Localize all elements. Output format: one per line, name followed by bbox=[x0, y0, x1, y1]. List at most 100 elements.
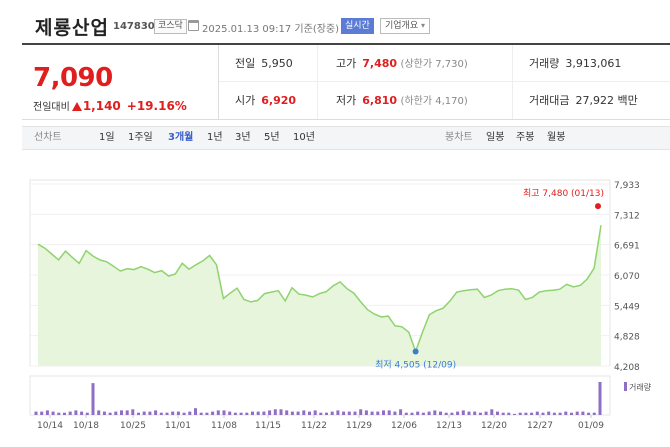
stat-value: 7,480 bbox=[362, 57, 398, 70]
lower-limit: (하한가 4,170) bbox=[400, 96, 468, 107]
stats-table: 전일 5,950 고가 7,480 (상한가 7,730) 거래량 3,913,061… bbox=[219, 45, 670, 120]
header: 제룡산업 147830 코스닥 2025.01.13 09:17 기준(장중) … bbox=[0, 0, 670, 40]
x-tick-label: 12/06 bbox=[391, 421, 417, 431]
volume-bar bbox=[296, 411, 300, 415]
volume-legend-label: 거래량 bbox=[629, 382, 652, 392]
market-badge: 코스닥 bbox=[154, 19, 187, 34]
volume-bar bbox=[541, 412, 545, 415]
price-chart: 7,933 7,312 6,691 6,070 5,449 4,828 4,208 10/14… bbox=[29, 179, 652, 431]
volume-bar bbox=[245, 412, 249, 415]
volume-bar bbox=[102, 411, 106, 415]
volume-bar bbox=[233, 412, 237, 415]
volume-bar bbox=[410, 412, 414, 415]
tab-3y[interactable]: 3년 bbox=[235, 132, 251, 143]
volume-bar bbox=[359, 409, 363, 415]
price-change: 전일대비 1,140 +19.16% bbox=[33, 98, 187, 113]
stat-high: 고가 7,480 (상한가 7,730) bbox=[317, 45, 512, 82]
volume-bar bbox=[199, 412, 203, 415]
volume-bar bbox=[513, 413, 516, 415]
volume-bar bbox=[325, 412, 328, 415]
volume-bar bbox=[353, 411, 357, 415]
volume-bar bbox=[188, 411, 192, 415]
chart-area: 7,933 7,312 6,691 6,070 5,449 4,828 4,208 10/14… bbox=[0, 150, 670, 447]
tab-3m[interactable]: 3개월 bbox=[168, 132, 194, 143]
volume-bar bbox=[370, 411, 374, 415]
tab-1y[interactable]: 1년 bbox=[207, 132, 223, 143]
volume-bar bbox=[598, 382, 602, 415]
volume-bar bbox=[51, 411, 55, 415]
volume-bar bbox=[273, 409, 277, 415]
x-tick-label: 10/14 bbox=[37, 421, 63, 431]
change-label: 전일대비 bbox=[33, 102, 70, 113]
volume-bar bbox=[461, 410, 465, 415]
low-marker bbox=[412, 348, 419, 355]
x-tick-label: 11/15 bbox=[255, 421, 281, 431]
line-chart-label: 선차트 bbox=[34, 132, 62, 143]
volume-bar bbox=[285, 410, 289, 415]
volume-bar bbox=[91, 383, 95, 415]
company-info-label: 기업개요 bbox=[385, 21, 419, 31]
x-tick-label: 11/22 bbox=[301, 421, 327, 431]
volume-bar bbox=[473, 411, 477, 415]
volume-bar bbox=[80, 411, 84, 415]
change-value: 1,140 bbox=[82, 99, 121, 113]
current-price: 7,090 bbox=[33, 63, 113, 93]
volume-bar bbox=[290, 411, 294, 415]
volume-bar bbox=[85, 412, 89, 415]
volume-bar bbox=[268, 410, 272, 415]
volume-bar bbox=[444, 412, 448, 415]
volume-bar bbox=[467, 411, 471, 415]
stock-code: 147830 bbox=[113, 21, 155, 32]
volume-bar bbox=[478, 412, 482, 415]
volume-bar bbox=[148, 411, 152, 415]
timestamp: 2025.01.13 09:17 기준(장중) bbox=[202, 24, 340, 35]
calendar-icon bbox=[188, 20, 199, 31]
volume-bar bbox=[302, 410, 306, 415]
high-annotation: 최고 7,480 (01/13) bbox=[523, 188, 604, 199]
price-area bbox=[38, 225, 601, 366]
volume-bar bbox=[319, 412, 323, 415]
y-tick-label: 6,691 bbox=[614, 242, 640, 252]
volume-bar bbox=[131, 409, 135, 415]
price-info: 7,090 전일대비 1,140 +19.16% 전일 5,950 고가 7,480 (… bbox=[22, 43, 670, 120]
volume-bar bbox=[342, 411, 346, 415]
volume-bar bbox=[575, 411, 579, 415]
tab-weekly[interactable]: 주봉 bbox=[516, 132, 535, 143]
volume-bar bbox=[34, 411, 38, 415]
low-annotation: 최저 4,505 (12/09) bbox=[375, 359, 456, 370]
tab-1d[interactable]: 1일 bbox=[99, 132, 115, 143]
realtime-button[interactable]: 실시간 bbox=[341, 18, 374, 34]
tab-1w[interactable]: 1주일 bbox=[128, 132, 153, 143]
volume-bar bbox=[439, 411, 442, 415]
volume-bar bbox=[427, 411, 431, 415]
stat-low: 저가 6,810 (하한가 4,170) bbox=[317, 82, 512, 119]
stat-value: 6,920 bbox=[261, 94, 297, 107]
volume-bar bbox=[364, 410, 368, 415]
volume-bar bbox=[376, 411, 380, 415]
volume-bar bbox=[535, 411, 539, 415]
tab-5y[interactable]: 5년 bbox=[264, 132, 280, 143]
volume-bar bbox=[330, 411, 334, 415]
volume-bar bbox=[336, 410, 340, 415]
volume-bar bbox=[159, 412, 163, 415]
tab-monthly[interactable]: 월봉 bbox=[547, 132, 566, 143]
company-info-button[interactable]: 기업개요 ▾ bbox=[380, 18, 431, 34]
volume-bar bbox=[547, 411, 551, 415]
stat-label: 고가 bbox=[336, 57, 357, 70]
volume-bar bbox=[490, 409, 494, 415]
volume-bar bbox=[137, 412, 140, 415]
tab-10y[interactable]: 10년 bbox=[293, 132, 315, 143]
volume-bar bbox=[404, 412, 408, 415]
stat-amount: 거래대금 27,922 백만 bbox=[512, 82, 670, 119]
tab-daily[interactable]: 일봉 bbox=[486, 132, 505, 143]
stat-label: 거래대금 bbox=[529, 94, 570, 107]
stat-value: 27,922 bbox=[575, 94, 614, 107]
period-tabs: 선차트 1일 1주일 3개월 1년 3년 5년 10년 봉차트 일봉 주봉 월봉 bbox=[22, 126, 670, 150]
volume-bar bbox=[256, 411, 260, 415]
y-tick-label: 6,070 bbox=[614, 272, 640, 282]
volume-bar bbox=[592, 412, 596, 415]
volume-bar bbox=[387, 410, 391, 415]
volume-bar bbox=[120, 410, 123, 415]
volume-bar bbox=[456, 411, 460, 415]
y-tick-label: 5,449 bbox=[614, 302, 640, 312]
